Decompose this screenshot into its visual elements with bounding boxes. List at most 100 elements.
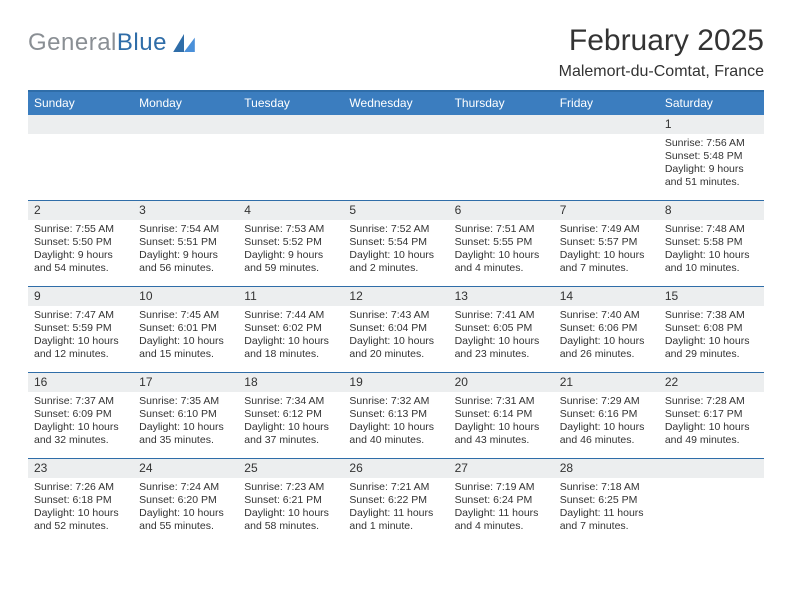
- calendar-week-row: 16 Sunrise: 7:37 AMSunset: 6:09 PM Dayligh…: [28, 373, 764, 459]
- day-number: 25: [238, 459, 343, 478]
- day-number: 14: [554, 287, 659, 306]
- daylight-text: Daylight: 10 hours and 35 minutes.: [139, 421, 232, 447]
- calendar-header-row: SundayMondayTuesdayWednesdayThursdayFrid…: [28, 92, 764, 115]
- calendar-day-cell: 28Sunrise: 7:18 AMSunset: 6:25 PMDayligh…: [554, 459, 659, 545]
- day-number: 23: [28, 459, 133, 478]
- sunrise-text: Sunrise: 7:40 AM: [560, 309, 653, 322]
- sunrise-text: Sunrise: 7:35 AM: [139, 395, 232, 408]
- logo-mark-icon: [173, 34, 195, 52]
- sunrise-text: Sunrise: 7:21 AM: [349, 481, 442, 494]
- day-number: 12: [343, 287, 448, 306]
- calendar-day-cell: 5Sunrise: 7:52 AMSunset: 5:54 PMDaylight…: [343, 201, 448, 287]
- calendar-day-cell: 15Sunrise: 7:38 AMSunset: 6:08 PMDayligh…: [659, 287, 764, 373]
- location-subtitle: Malemort-du-Comtat, France: [559, 62, 764, 82]
- daylight-text: Daylight: 9 hours and 54 minutes.: [34, 249, 127, 275]
- calendar-day-cell: [449, 115, 554, 201]
- daylight-text: Daylight: 10 hours and 29 minutes.: [665, 335, 758, 361]
- sunrise-text: Sunrise: 7:19 AM: [455, 481, 548, 494]
- logo-text: GeneralBlue: [28, 28, 167, 58]
- title-block: February 2025 Malemort-du-Comtat, France: [559, 22, 764, 82]
- sunrise-text: Sunrise: 7:32 AM: [349, 395, 442, 408]
- calendar-table: SundayMondayTuesdayWednesdayThursdayFrid…: [28, 92, 764, 545]
- calendar-page: GeneralBlue February 2025 Malemort-du-Co…: [0, 0, 792, 557]
- weekday-header: Thursday: [449, 92, 554, 115]
- calendar-day-cell: 21Sunrise: 7:29 AMSunset: 6:16 PMDayligh…: [554, 373, 659, 459]
- calendar-day-cell: 6Sunrise: 7:51 AMSunset: 5:55 PMDaylight…: [449, 201, 554, 287]
- calendar-day-cell: 11Sunrise: 7:44 AMSunset: 6:02 PMDayligh…: [238, 287, 343, 373]
- sunset-text: Sunset: 6:06 PM: [560, 322, 653, 335]
- sunset-text: Sunset: 6:09 PM: [34, 408, 127, 421]
- sunrise-text: Sunrise: 7:23 AM: [244, 481, 337, 494]
- daylight-text: Daylight: 10 hours and 15 minutes.: [139, 335, 232, 361]
- calendar-day-cell: 16Sunrise: 7:37 AMSunset: 6:09 PMDayligh…: [28, 373, 133, 459]
- daylight-text: Daylight: 10 hours and 18 minutes.: [244, 335, 337, 361]
- calendar-day-cell: 18 Sunrise: 7:34 AMSunset: 6:12 PMDayligh…: [238, 373, 343, 459]
- sunrise-text: Sunrise: 7:38 AM: [665, 309, 758, 322]
- day-number: 5: [343, 201, 448, 220]
- sunset-text: Sunset: 6:13 PM: [349, 408, 442, 421]
- calendar-day-cell: [28, 115, 133, 201]
- day-number: 2: [28, 201, 133, 220]
- day-number: 13: [449, 287, 554, 306]
- day-number: 28: [554, 459, 659, 478]
- day-number-blank: [28, 115, 133, 134]
- sunset-text: Sunset: 5:57 PM: [560, 236, 653, 249]
- day-number: 18: [238, 373, 343, 392]
- sunset-text: Sunset: 6:08 PM: [665, 322, 758, 335]
- sunset-text: Sunset: 5:54 PM: [349, 236, 442, 249]
- daylight-text: Daylight: 10 hours and 26 minutes.: [560, 335, 653, 361]
- calendar-day-cell: 17Sunrise: 7:35 AMSunset: 6:10 PMDayligh…: [133, 373, 238, 459]
- daylight-text: Daylight: 10 hours and 49 minutes.: [665, 421, 758, 447]
- sunrise-text: Sunrise: 7:37 AM: [34, 395, 127, 408]
- sunset-text: Sunset: 6:20 PM: [139, 494, 232, 507]
- daylight-text: Daylight: 11 hours and 1 minute.: [349, 507, 442, 533]
- day-number: 27: [449, 459, 554, 478]
- calendar-day-cell: 12Sunrise: 7:43 AMSunset: 6:04 PMDayligh…: [343, 287, 448, 373]
- calendar-day-cell: [659, 459, 764, 545]
- calendar-day-cell: 2 Sunrise: 7:55 AMSunset: 5:50 PMDaylight…: [28, 201, 133, 287]
- sunrise-text: Sunrise: 7:26 AM: [34, 481, 127, 494]
- sunrise-text: Sunrise: 7:54 AM: [139, 223, 232, 236]
- sunrise-text: Sunrise: 7:52 AM: [349, 223, 442, 236]
- daylight-text: Daylight: 9 hours and 51 minutes.: [665, 163, 758, 189]
- sunrise-text: Sunrise: 7:55 AM: [34, 223, 127, 236]
- day-number-blank: [238, 115, 343, 134]
- sunset-text: Sunset: 6:16 PM: [560, 408, 653, 421]
- calendar-day-cell: [238, 115, 343, 201]
- sunrise-text: Sunrise: 7:34 AM: [244, 395, 337, 408]
- weekday-header: Saturday: [659, 92, 764, 115]
- calendar-day-cell: 1Sunrise: 7:56 AMSunset: 5:48 PMDaylight…: [659, 115, 764, 201]
- calendar-day-cell: 23Sunrise: 7:26 AMSunset: 6:18 PMDayligh…: [28, 459, 133, 545]
- day-number: 24: [133, 459, 238, 478]
- weekday-header: Monday: [133, 92, 238, 115]
- day-number: 19: [343, 373, 448, 392]
- day-number: 20: [449, 373, 554, 392]
- daylight-text: Daylight: 10 hours and 43 minutes.: [455, 421, 548, 447]
- day-number: 16: [28, 373, 133, 392]
- sunset-text: Sunset: 6:24 PM: [455, 494, 548, 507]
- page-title: February 2025: [559, 22, 764, 60]
- sunset-text: Sunset: 6:14 PM: [455, 408, 548, 421]
- daylight-text: Daylight: 10 hours and 10 minutes.: [665, 249, 758, 275]
- day-number: 22: [659, 373, 764, 392]
- sunset-text: Sunset: 5:51 PM: [139, 236, 232, 249]
- calendar-day-cell: 20Sunrise: 7:31 AMSunset: 6:14 PMDayligh…: [449, 373, 554, 459]
- day-number-blank: [343, 115, 448, 134]
- calendar-day-cell: 14 Sunrise: 7:40 AMSunset: 6:06 PMDayligh…: [554, 287, 659, 373]
- daylight-text: Daylight: 10 hours and 55 minutes.: [139, 507, 232, 533]
- calendar-day-cell: 13Sunrise: 7:41 AMSunset: 6:05 PMDayligh…: [449, 287, 554, 373]
- sunrise-text: Sunrise: 7:56 AM: [665, 137, 758, 150]
- calendar-day-cell: 19Sunrise: 7:32 AMSunset: 6:13 PMDayligh…: [343, 373, 448, 459]
- sunset-text: Sunset: 6:01 PM: [139, 322, 232, 335]
- sunset-text: Sunset: 6:12 PM: [244, 408, 337, 421]
- sunset-text: Sunset: 5:58 PM: [665, 236, 758, 249]
- daylight-text: Daylight: 10 hours and 37 minutes.: [244, 421, 337, 447]
- sunset-text: Sunset: 5:50 PM: [34, 236, 127, 249]
- calendar-day-cell: 22Sunrise: 7:28 AMSunset: 6:17 PMDayligh…: [659, 373, 764, 459]
- calendar-week-row: 2Sunrise: 7:55 AMSunset: 5:50 PMDaylight…: [28, 201, 764, 287]
- sunset-text: Sunset: 6:22 PM: [349, 494, 442, 507]
- calendar-week-row: 23Sunrise: 7:26 AMSunset: 6:18 PMDayligh…: [28, 459, 764, 545]
- sunset-text: Sunset: 6:25 PM: [560, 494, 653, 507]
- calendar-day-cell: 10Sunrise: 7:45 AMSunset: 6:01 PMDayligh…: [133, 287, 238, 373]
- day-number: 7: [554, 201, 659, 220]
